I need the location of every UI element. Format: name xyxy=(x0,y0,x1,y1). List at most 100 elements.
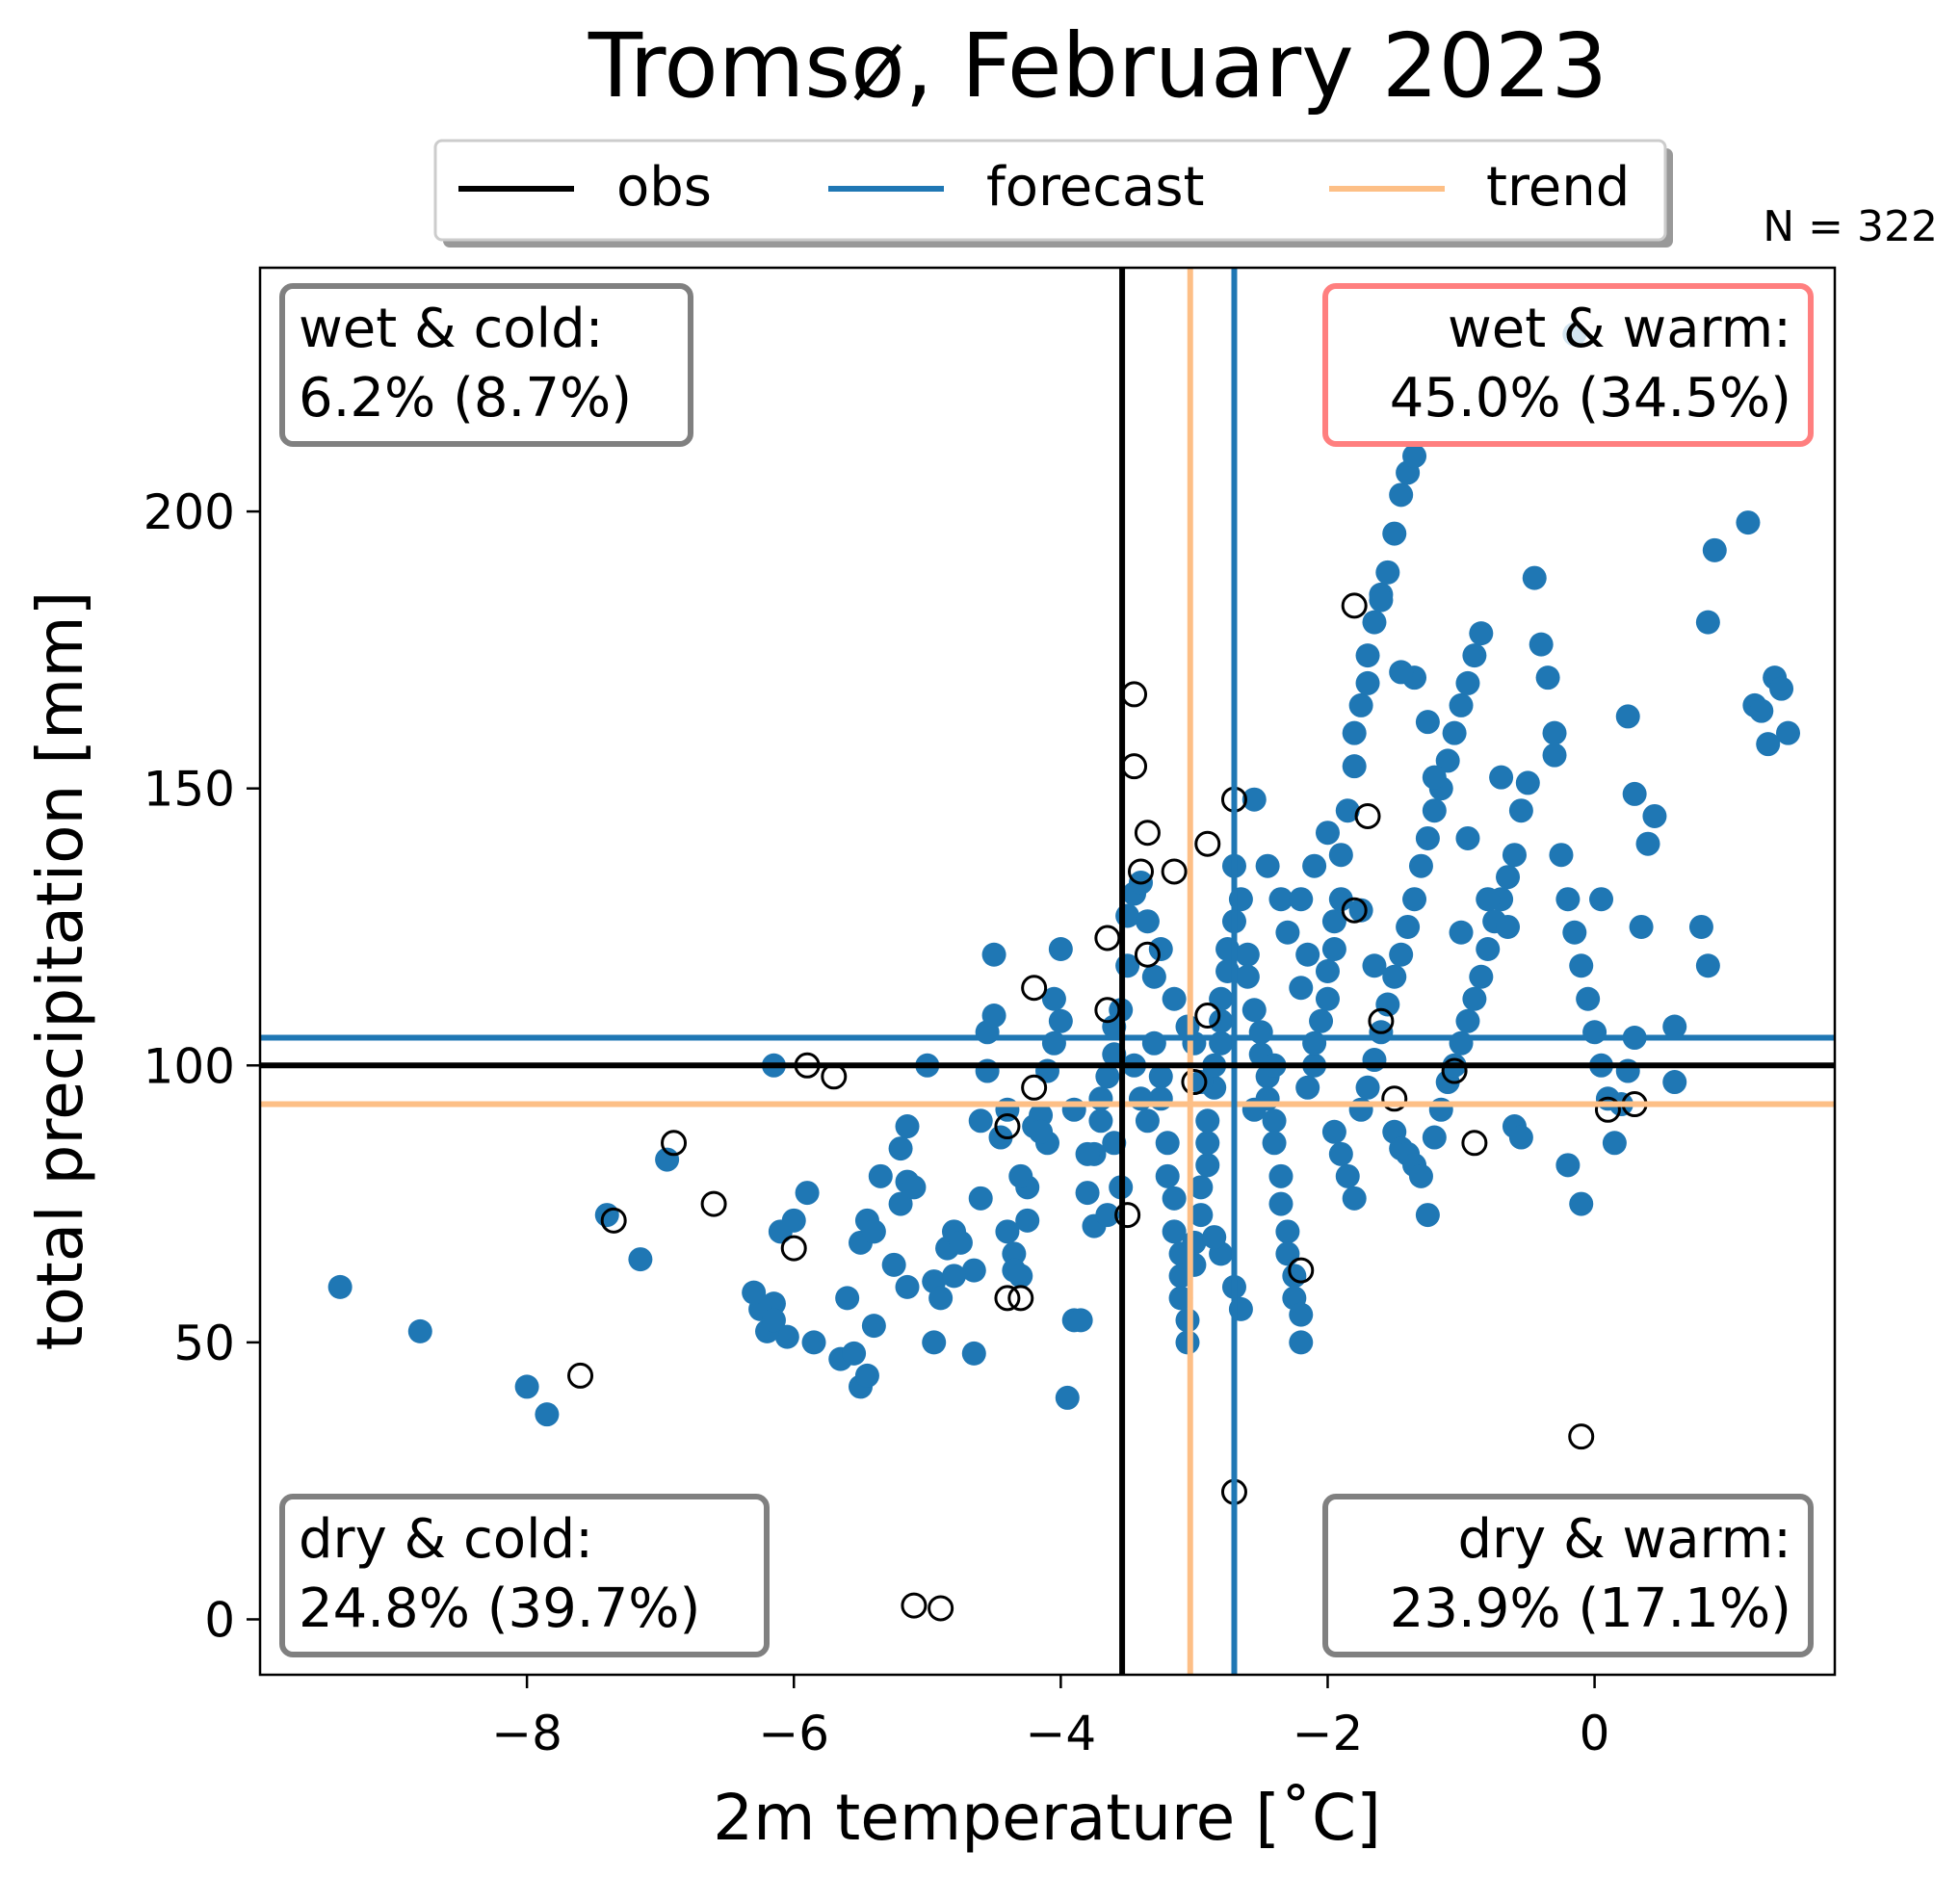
forecast-point xyxy=(1048,936,1073,961)
forecast-point xyxy=(1396,914,1421,939)
forecast-point xyxy=(861,1219,886,1244)
forecast-point xyxy=(1095,1203,1120,1228)
obs-point xyxy=(1021,975,1048,1002)
forecast-point xyxy=(774,1324,799,1349)
obs-point xyxy=(901,1592,928,1619)
forecast-point xyxy=(535,1402,560,1427)
forecast-point xyxy=(1209,986,1234,1011)
forecast-point xyxy=(1262,1131,1287,1156)
forecast-point xyxy=(902,1175,927,1200)
forecast-point xyxy=(1535,665,1560,691)
forecast-point xyxy=(1275,1219,1300,1244)
forecast-point xyxy=(1542,743,1567,768)
forecast-point xyxy=(1209,1008,1234,1033)
forecast-point xyxy=(1688,914,1713,939)
forecast-point xyxy=(895,1274,920,1299)
forecast-point xyxy=(1382,521,1407,546)
forecast-point xyxy=(1489,765,1514,790)
forecast-point xyxy=(514,1374,539,1399)
forecast-point xyxy=(1422,798,1447,823)
obs-point xyxy=(994,1285,1021,1312)
forecast-point xyxy=(1476,887,1501,912)
forecast-point xyxy=(1342,1186,1367,1211)
obs-point xyxy=(1194,830,1221,857)
forecast-point xyxy=(1289,887,1314,912)
forecast-point xyxy=(1328,843,1353,868)
forecast-point xyxy=(1402,887,1427,912)
forecast-point xyxy=(1168,1286,1193,1311)
quadrant-value-wet-cold: 6.2% (8.7%) xyxy=(299,367,632,430)
legend: obs forecast trend xyxy=(433,139,1673,248)
forecast-point xyxy=(1555,887,1581,912)
forecast-point xyxy=(948,1230,973,1255)
obs-point xyxy=(1114,1202,1141,1229)
forecast-point xyxy=(1375,560,1400,585)
forecast-point xyxy=(1355,670,1380,695)
forecast-point xyxy=(1435,748,1460,773)
forecast-point xyxy=(1282,1264,1307,1289)
forecast-point xyxy=(854,1363,879,1388)
forecast-point xyxy=(1662,1070,1687,1095)
forecast-point xyxy=(1302,853,1327,878)
y-axis: 0 50 100 150 200 xyxy=(144,484,260,1648)
forecast-point xyxy=(1008,1163,1033,1188)
forecast-point xyxy=(1029,1119,1054,1144)
y-tick-label: 100 xyxy=(144,1038,235,1094)
forecast-point xyxy=(868,1163,893,1188)
forecast-point xyxy=(835,1286,860,1311)
forecast-point xyxy=(1135,1108,1160,1134)
forecast-point xyxy=(1702,537,1727,562)
forecast-point xyxy=(801,1330,826,1355)
forecast-point xyxy=(1502,843,1527,868)
forecast-point xyxy=(1275,920,1300,945)
forecast-point xyxy=(1289,976,1314,1001)
forecast-point xyxy=(1048,1008,1073,1033)
y-tick-label: 0 xyxy=(204,1592,235,1648)
forecast-point xyxy=(1241,787,1267,812)
chart-title: Tromsø, February 2023 xyxy=(588,14,1607,117)
obs-point xyxy=(780,1235,807,1262)
forecast-point xyxy=(1415,825,1440,850)
forecast-point xyxy=(1635,831,1660,856)
forecast-point xyxy=(1542,720,1567,745)
forecast-point xyxy=(1462,643,1487,668)
quadrant-frame-wet-cold xyxy=(279,283,693,447)
forecast-point xyxy=(1389,942,1414,967)
forecast-point xyxy=(1362,610,1387,635)
forecast-point xyxy=(1402,444,1427,469)
forecast-point xyxy=(1002,1241,1027,1266)
forecast-point xyxy=(1562,920,1587,945)
forecast-point xyxy=(1408,1163,1433,1188)
forecast-point xyxy=(1241,998,1267,1023)
forecast-point xyxy=(1041,986,1066,1011)
forecast-point xyxy=(961,1258,986,1283)
forecast-point xyxy=(1075,1181,1100,1206)
forecast-point xyxy=(1295,1075,1320,1100)
quadrant-value-wet-warm: 45.0% (34.5%) xyxy=(1390,367,1791,430)
forecast-point xyxy=(1182,1252,1207,1277)
obs-point xyxy=(1134,941,1161,968)
forecast-point xyxy=(1135,909,1160,934)
forecast-point xyxy=(1268,887,1294,912)
legend-frame xyxy=(433,139,1667,242)
forecast-point xyxy=(842,1341,867,1366)
forecast-point xyxy=(1355,643,1380,668)
forecast-point xyxy=(742,1280,767,1305)
forecast-point xyxy=(1008,1264,1033,1289)
quadrant-frame-dry-warm xyxy=(1322,1494,1814,1657)
x-tick-label: 0 xyxy=(1580,1706,1610,1761)
forecast-point xyxy=(1522,565,1547,590)
forecast-point xyxy=(888,1136,913,1161)
obs-point xyxy=(1461,1130,1488,1157)
forecast-point xyxy=(1321,936,1346,961)
forecast-point xyxy=(1695,610,1720,635)
forecast-point xyxy=(1268,1191,1294,1216)
forecast-point xyxy=(1462,986,1487,1011)
forecast-point xyxy=(1328,1141,1353,1166)
x-axis-label: 2m temperature [˚C] xyxy=(713,1781,1381,1855)
forecast-point xyxy=(1321,1119,1346,1144)
forecast-point xyxy=(1148,1064,1173,1089)
forecast-point xyxy=(1342,754,1367,779)
forecast-point xyxy=(1315,821,1340,846)
